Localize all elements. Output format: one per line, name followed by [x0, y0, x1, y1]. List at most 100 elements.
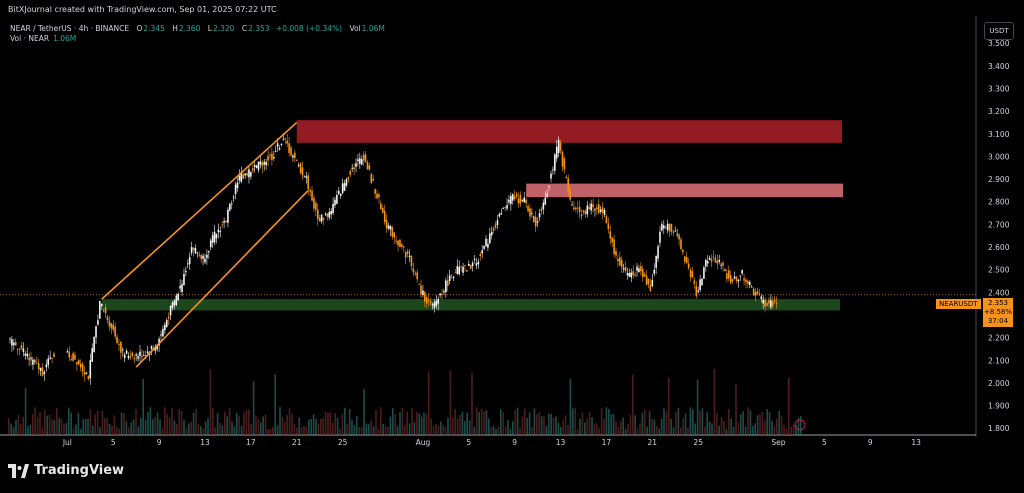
volume-bar — [718, 425, 720, 435]
x-tick-label: Jul — [62, 438, 72, 447]
candle-body — [353, 167, 355, 170]
candle-body — [764, 299, 766, 307]
volume-bar — [656, 425, 658, 435]
volume-bar — [17, 414, 20, 435]
volume-bar — [478, 411, 480, 435]
candle-body — [135, 354, 137, 356]
volume-bar — [51, 419, 53, 435]
candle-body — [148, 353, 151, 356]
candle-body — [708, 257, 711, 260]
candle-body — [657, 246, 659, 259]
candle-body — [41, 367, 44, 376]
candle-body — [345, 179, 348, 186]
candle-body — [689, 269, 692, 278]
candle-body — [515, 193, 518, 197]
support-zone[interactable] — [101, 299, 840, 311]
candle-body — [311, 190, 313, 201]
volume-bar — [351, 419, 353, 435]
candle-body — [523, 197, 526, 203]
volume-bar — [20, 423, 22, 435]
candle-body — [641, 268, 644, 277]
y-tick-label: 2.800 — [988, 198, 1010, 207]
volume-bar — [677, 407, 680, 435]
candle-body — [508, 199, 510, 203]
candle-body — [164, 324, 166, 331]
replay-icon[interactable] — [794, 419, 806, 431]
volume-bar — [87, 418, 89, 435]
volume-bar — [106, 418, 108, 435]
channel-upper-line[interactable] — [101, 121, 298, 300]
candle-body — [575, 208, 577, 210]
candle-body — [307, 175, 310, 190]
tradingview-logo[interactable]: TradingView — [8, 463, 124, 478]
volume-bar — [164, 407, 166, 435]
channel-lower-line[interactable] — [135, 189, 309, 368]
candle-body — [420, 285, 422, 295]
candle-body — [590, 203, 592, 211]
volume-bar — [250, 423, 252, 435]
candle-body — [576, 207, 579, 209]
candle-body — [674, 230, 677, 232]
volume-bar — [567, 425, 569, 435]
volume-bar — [96, 410, 99, 435]
candle-body — [246, 172, 248, 176]
volume-bar — [696, 379, 699, 435]
volume-bar — [36, 416, 39, 435]
volume-bar — [636, 428, 639, 435]
volume-bar — [560, 426, 562, 435]
volume-bar — [137, 426, 140, 435]
candle-body — [18, 349, 21, 351]
ohlc-legend: NEAR / TetherUS · 4h · BINANCE O2.345 H2… — [10, 24, 385, 33]
candle-body — [78, 360, 80, 365]
candle-body — [232, 196, 235, 198]
candle-body — [150, 346, 153, 349]
volume-bar — [682, 417, 684, 435]
candle-body — [47, 358, 50, 365]
candle-body — [693, 280, 696, 284]
volume-bar — [591, 417, 593, 435]
volume-bar — [89, 409, 92, 435]
volume-bar — [291, 414, 293, 435]
candle-body — [443, 291, 445, 293]
volume-bar — [538, 412, 540, 435]
candle-body — [752, 288, 755, 296]
volume-bar — [142, 378, 144, 435]
candle-body — [294, 152, 296, 158]
candle-body — [668, 223, 671, 232]
resistance-zone[interactable] — [296, 120, 842, 143]
volume-bar — [778, 410, 780, 435]
candle-body — [567, 178, 570, 192]
volume-bar — [269, 428, 272, 435]
candle-body — [651, 279, 654, 286]
volume-bar — [725, 428, 728, 435]
candle-body — [286, 140, 288, 144]
candle-body — [66, 351, 69, 353]
candle-body — [406, 251, 409, 254]
volume-bar — [190, 421, 192, 435]
volume-bar — [627, 423, 629, 435]
candle-body — [39, 367, 42, 371]
candle-body — [51, 358, 53, 359]
volume-bar — [492, 426, 495, 435]
volume-bar — [209, 369, 212, 435]
candle-body — [316, 209, 319, 219]
candle-body — [14, 342, 17, 346]
candle-body — [454, 272, 457, 274]
y-tick-label: 3.300 — [988, 84, 1010, 93]
volume-bar — [341, 413, 344, 435]
x-tick-label: 17 — [602, 438, 612, 447]
candle-body — [687, 263, 690, 269]
volume-bar — [785, 428, 788, 435]
candle-body — [112, 324, 115, 330]
candle-body — [389, 226, 392, 230]
candle-body — [492, 228, 495, 231]
volume-bar — [531, 426, 533, 435]
symbol-info[interactable]: NEAR / TetherUS · 4h · BINANCE — [10, 24, 130, 33]
volume-bar — [584, 422, 586, 435]
resistance-zone[interactable] — [526, 183, 843, 198]
candle-body — [81, 364, 84, 372]
candle-body — [74, 354, 76, 360]
volume-legend[interactable]: Vol · NEAR 1.06M — [10, 34, 76, 43]
currency-button[interactable]: USDT — [984, 22, 1014, 40]
